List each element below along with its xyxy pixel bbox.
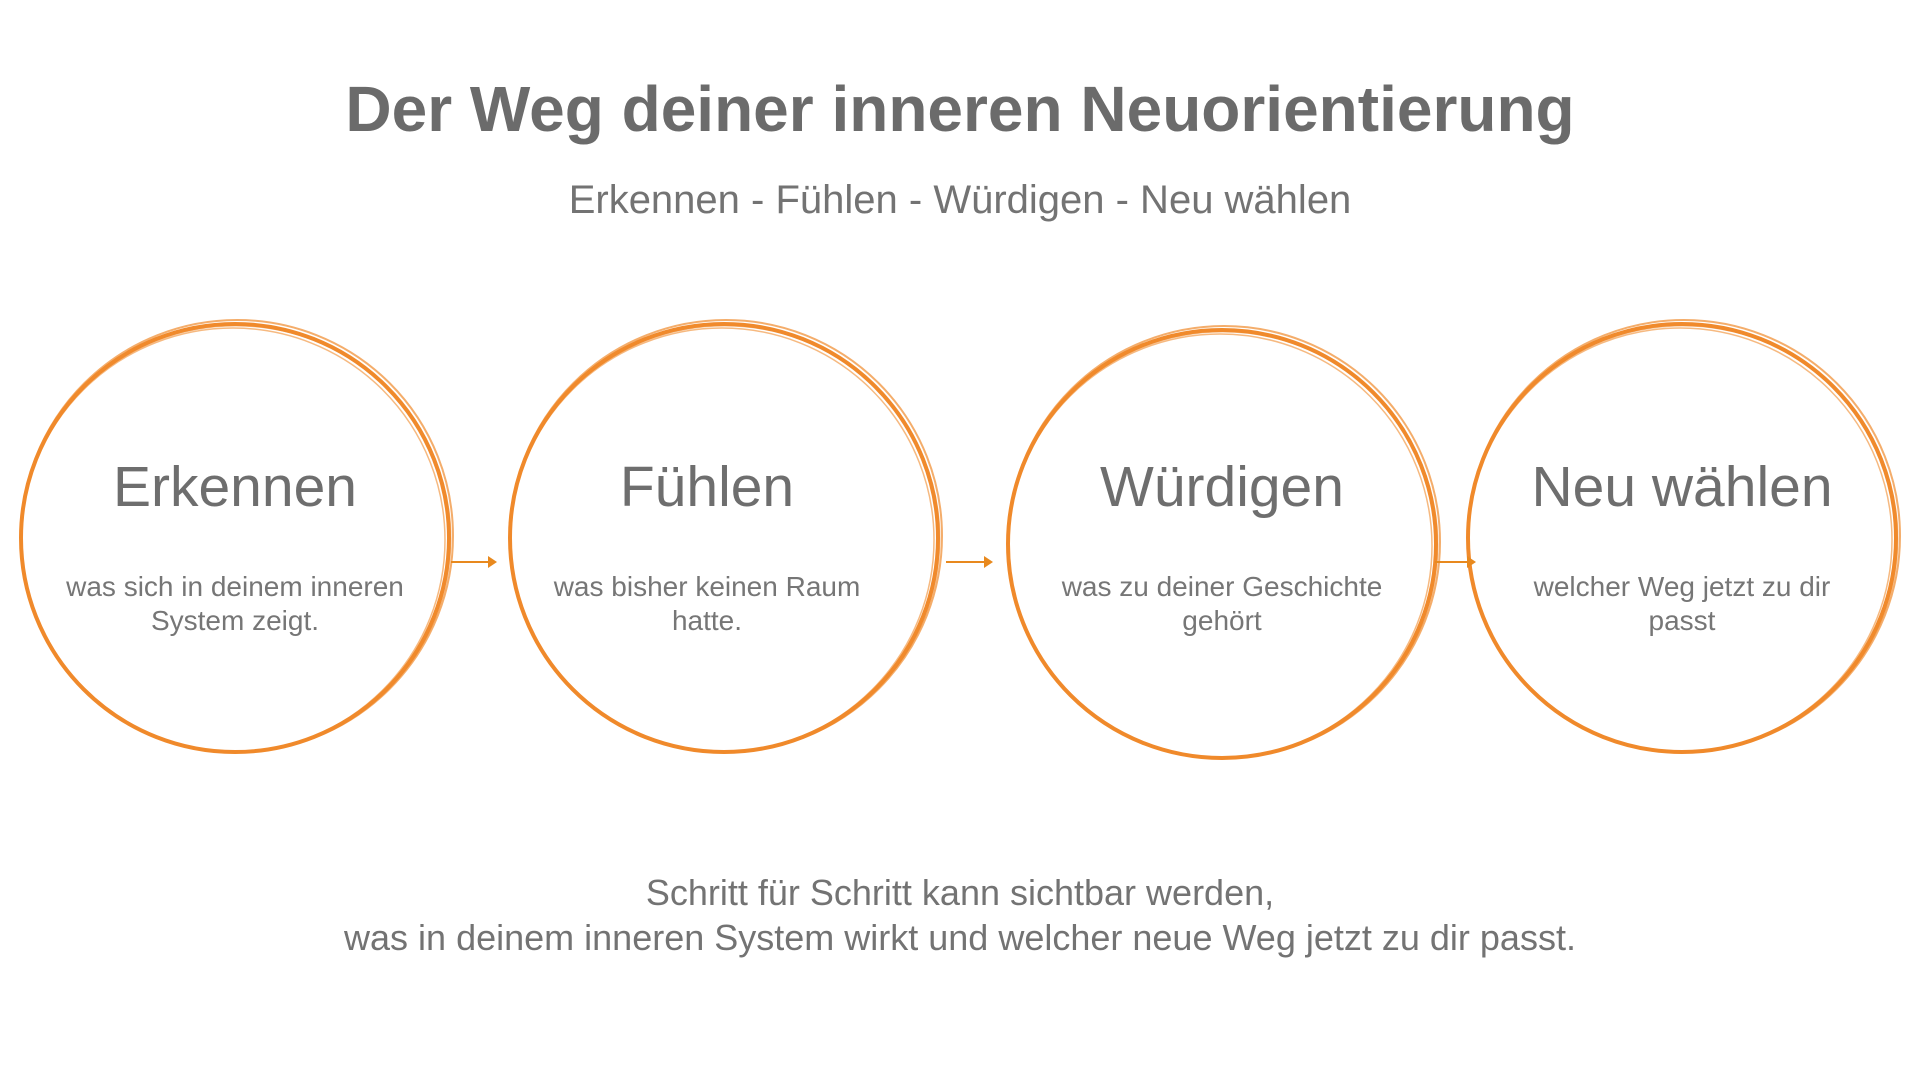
step-title: Neu wählen (1531, 455, 1833, 519)
step-text: was zu deiner Geschichte gehört (1061, 571, 1383, 636)
brush-circle-icon (19, 319, 454, 754)
arrow-right-icon (451, 556, 497, 568)
step-title: Erkennen (112, 455, 357, 519)
page-title: Der Weg deiner inneren Neuorientierung (345, 73, 1575, 145)
step-text: was bisher keinen Raum hatte. (553, 571, 861, 636)
footer-line-1: Schritt für Schritt kann sichtbar werden… (645, 872, 1275, 913)
arrow-right-icon (946, 556, 993, 568)
brush-circle-icon (508, 319, 943, 754)
footer-text: Schritt für Schritt kann sichtbar werden… (0, 870, 1920, 960)
step-title: Fühlen (619, 455, 795, 519)
step-text: was sich in deinem inneren System zeigt. (66, 571, 404, 636)
step-title: Würdigen (1100, 455, 1344, 519)
footer-line-2: was in deinem inneren System wirkt und w… (344, 917, 1576, 958)
arrow-right-icon (1435, 556, 1476, 568)
page-subtitle: Erkennen - Fühlen - Würdigen - Neu wähle… (568, 178, 1352, 222)
brush-circle-icon (1466, 319, 1901, 754)
step-text: welcher Weg jetzt zu dir passt (1533, 571, 1831, 636)
brush-circle-icon (1006, 325, 1441, 760)
